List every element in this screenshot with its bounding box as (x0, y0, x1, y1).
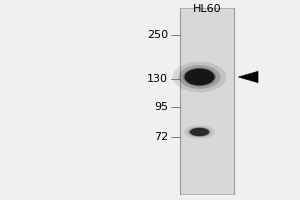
Ellipse shape (184, 68, 214, 86)
Ellipse shape (190, 128, 209, 136)
Ellipse shape (184, 125, 215, 139)
Text: 72: 72 (154, 132, 168, 142)
Text: 95: 95 (154, 102, 168, 112)
Ellipse shape (178, 65, 220, 89)
Polygon shape (238, 71, 258, 83)
Ellipse shape (183, 68, 216, 86)
Text: HL60: HL60 (193, 4, 221, 14)
Text: 250: 250 (147, 30, 168, 40)
Text: 130: 130 (147, 74, 168, 84)
Bar (180, 8, 234, 194)
Ellipse shape (188, 127, 211, 137)
Ellipse shape (172, 62, 226, 92)
